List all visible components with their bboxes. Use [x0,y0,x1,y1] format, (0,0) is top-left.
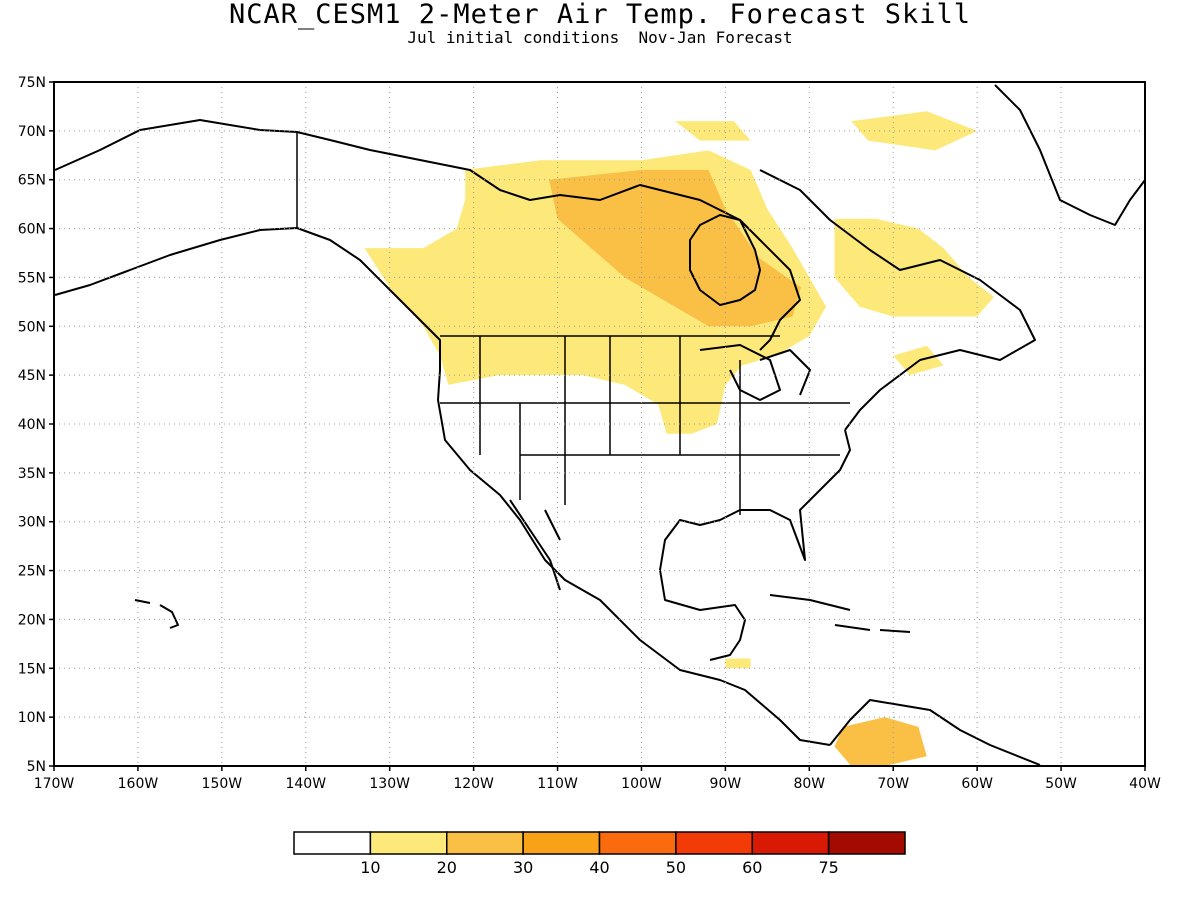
lat-tick-label: 55N [18,270,46,286]
colorbar-swatch [598,831,677,855]
coastline-gulf [659,429,851,661]
coastlines [54,84,1146,766]
lon-tick-label: 130W [369,776,410,792]
coastline-labrador [759,169,1036,431]
lat-tick-label: 60N [18,222,46,238]
lon-tick-label: 150W [202,776,243,792]
lat-tick-label: 30N [18,515,46,531]
skill-region-hudson-core [549,169,801,327]
coastline-hawaii [134,599,179,629]
colorbar-label: 30 [513,858,533,877]
lat-tick-label: 15N [18,661,46,677]
coastline-alaska [54,119,801,351]
coastline-baja [509,499,561,591]
colorbar: 10 20 30 40 50 60 75 [293,831,906,877]
colorbar-label: 20 [437,858,457,877]
colorbar-swatch [293,831,372,855]
lon-tick-label: 90W [710,776,742,792]
lat-tick-label: 70N [18,124,46,140]
colorbar-swatch [675,831,753,855]
colorbar-swatch [522,831,601,855]
lon-tick-label: 70W [877,776,909,792]
lon-tick-label: 40W [1129,776,1161,792]
lat-tick-label: 65N [18,173,46,189]
skill-region-central-america [725,658,751,669]
colorbar-label: 40 [589,858,609,877]
colorbar-swatch [827,831,906,855]
lat-tick-label: 75N [18,75,46,91]
lon-tick-label: 80W [793,776,825,792]
lat-tick-label: 10N [18,710,46,726]
lat-tick-label: 50N [18,319,46,335]
lon-tick-label: 140W [285,776,326,792]
lat-tick-label: 5N [27,759,46,775]
coastline-pacific [54,227,831,746]
lat-tick-label: 20N [18,612,46,628]
lon-tick-label: 50W [1045,776,1077,792]
coastline-hudson-bay [689,214,761,306]
colorbar-label: 50 [666,858,686,877]
lon-tick-label: 160W [118,776,159,792]
colorbar-swatch [369,831,448,855]
map-title: NCAR_CESM1 2-Meter Air Temp. Forecast Sk… [229,0,971,30]
skill-region-quebec-labrador [834,218,994,317]
colorbar-label: 60 [742,858,762,877]
skill-region-south-america [834,717,927,766]
lat-tick-label: 35N [18,466,46,482]
lon-tick-label: 110W [537,776,578,792]
colorbar-swatch [751,831,830,855]
borders [296,132,850,515]
coastline-caribbean [769,594,911,633]
colorbar-label: 10 [360,858,380,877]
coastline-greenland [994,84,1146,226]
colorbar-label: 75 [818,858,838,877]
coastline-south-america [829,699,1041,766]
map-border [53,81,1146,767]
colorbar-swatch [446,831,524,855]
lon-tick-label: 120W [453,776,494,792]
lat-tick-label: 25N [18,564,46,580]
lat-tick-label: 45N [18,368,46,384]
lon-tick-label: 100W [621,776,662,792]
lon-tick-label: 60W [961,776,993,792]
map-frame: 5N 10N 15N 20N 25N 30N 35N 40N 45N 50N 55N 60N 65N 70… [18,75,1161,792]
skill-region-mid-arctic [675,121,751,141]
map-subtitle: Jul initial conditions Nov-Jan Forecast [407,28,793,47]
lon-tick-label: 170W [34,776,75,792]
lat-tick-label: 40N [18,417,46,433]
